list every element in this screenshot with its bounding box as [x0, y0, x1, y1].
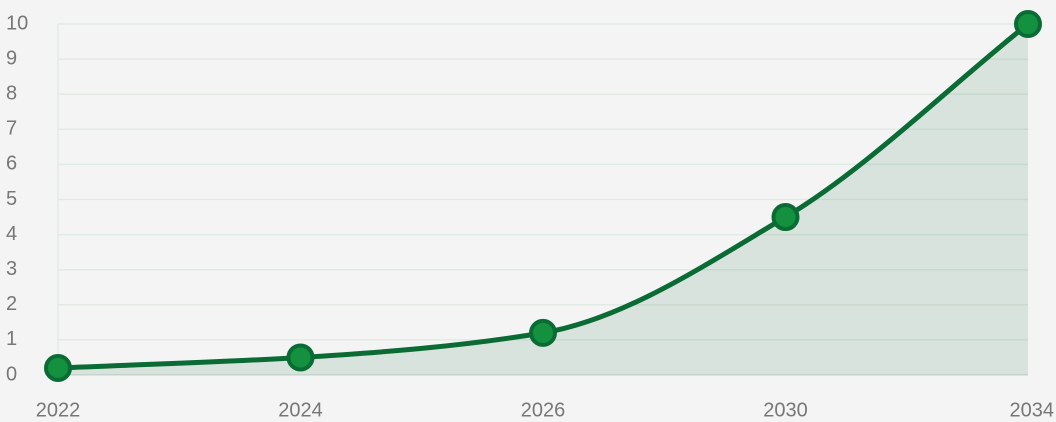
y-tick-label: 6: [6, 153, 17, 175]
y-axis-ticks: 0 1 2 3 4 5 6 7 8 9 10: [6, 12, 28, 385]
x-tick-label: 2026: [521, 399, 566, 421]
gridlines: [57, 23, 1028, 376]
y-tick-label: 4: [6, 223, 17, 245]
y-tick-label: 8: [6, 82, 17, 104]
data-point: [286, 343, 315, 372]
data-points: [44, 10, 1042, 382]
y-tick-label: 7: [6, 118, 17, 140]
data-point: [1014, 10, 1042, 38]
x-tick-label: 2030: [763, 399, 808, 421]
y-tick-label: 9: [6, 47, 17, 69]
data-point: [771, 203, 800, 232]
y-tick-label: 0: [6, 363, 17, 385]
y-tick-label: 5: [6, 188, 17, 210]
x-axis-ticks: 2022 2024 2026 2030 2034: [36, 399, 1054, 421]
y-tick-label: 10: [6, 12, 28, 34]
x-tick-label: 2024: [278, 399, 323, 421]
area-fill-group: [58, 24, 1028, 375]
y-tick-label: 3: [6, 258, 17, 280]
series-area: [58, 24, 1028, 375]
x-tick-label: 2022: [36, 399, 81, 421]
y-tick-label: 1: [6, 328, 17, 350]
data-point: [529, 318, 557, 347]
data-point: [44, 353, 72, 382]
y-tick-label: 2: [6, 293, 17, 315]
x-tick-label: 2034: [1010, 399, 1055, 421]
